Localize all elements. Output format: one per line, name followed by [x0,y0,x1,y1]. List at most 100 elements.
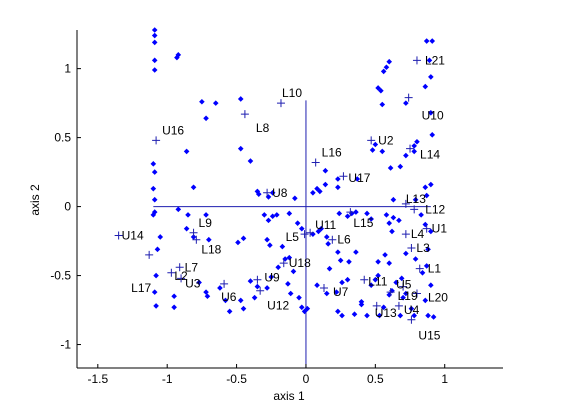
data-point [372,276,379,283]
data-point [190,184,197,191]
annotation-label: U15 [418,329,440,343]
annotation-marker [192,235,201,244]
data-point [387,165,394,171]
data-point [411,312,417,319]
annotation-marker [407,315,416,324]
annotation-label: U5 [396,278,412,292]
data-point [344,213,351,220]
data-point [428,181,434,188]
annotation-marker [410,205,419,214]
data-point [237,145,244,152]
data-point [335,184,341,191]
data-point [279,243,286,250]
data-point [344,276,351,283]
data-point [412,196,419,203]
plot-frame [76,30,503,369]
annotation-label: L1 [428,262,442,276]
data-point [422,221,429,228]
data-point [346,258,352,265]
data-point [292,195,298,202]
annotation-label: U8 [272,186,288,200]
data-point [353,249,359,255]
data-point [335,176,341,182]
data-point [428,228,434,235]
annotation-marker [145,250,154,259]
annotation-marker [319,283,328,292]
data-point [247,278,254,284]
annotation-label: U13 [375,306,397,320]
annotation-label: L10 [282,86,302,100]
data-point [336,210,343,217]
annotation-marker [404,93,413,102]
data-point [310,231,316,237]
data-point [151,209,158,215]
data-point [364,312,370,319]
data-point [323,234,330,240]
data-point [423,38,430,44]
x-tick-label: -1.5 [87,372,108,386]
annotation-label: U10 [422,109,444,123]
data-point [386,292,393,298]
data-point [375,272,381,279]
data-point [254,283,261,290]
data-point [237,96,244,102]
data-point [151,169,158,175]
data-point [151,196,158,203]
data-point [335,308,341,315]
data-point [174,54,180,61]
data-point [354,176,361,182]
data-point [183,225,190,232]
data-point [183,148,190,155]
data-point [368,282,374,289]
y-tick-label: -1 [60,338,71,352]
annotation-marker [412,56,421,65]
data-point [403,100,409,106]
annotation-label: L17 [131,281,151,295]
annotation-marker [311,158,320,167]
annotation-marker [360,275,369,284]
y-tick-label: 0 [64,200,71,214]
data-point [265,194,272,200]
data-point [412,256,419,262]
data-point [403,152,409,159]
annotation-label: L20 [428,291,448,305]
data-point [151,39,158,46]
data-point [333,289,340,295]
data-point [389,287,395,294]
annotation-marker [306,228,315,237]
data-point [151,32,158,39]
data-point [318,225,325,232]
data-point [414,138,420,145]
data-point [372,141,379,148]
data-point [285,281,291,287]
annotation-label: U4 [404,303,420,317]
data-point [368,216,374,222]
data-point [430,314,437,320]
data-point [325,241,331,247]
data-point [240,235,247,242]
data-point [398,275,405,282]
data-point [314,185,320,192]
annotation-label: U9 [264,271,280,285]
annotation-label: L16 [322,145,342,159]
annotation-label: L18 [201,243,221,257]
data-point [390,196,397,203]
data-point [153,303,159,309]
annotation-label: L7 [185,260,199,274]
data-point [351,311,358,317]
annotation-markers [114,56,431,324]
data-point [337,257,344,264]
data-point [383,212,390,218]
data-point [428,109,434,116]
y-tick-label: -0.5 [50,269,71,283]
data-point [217,285,223,291]
annotation-marker [407,243,416,252]
data-point [429,38,436,44]
data-point [247,158,254,164]
data-point [237,297,244,304]
data-point [304,305,311,312]
data-point [290,268,297,275]
annotation-marker [276,99,285,108]
data-point [326,265,333,272]
